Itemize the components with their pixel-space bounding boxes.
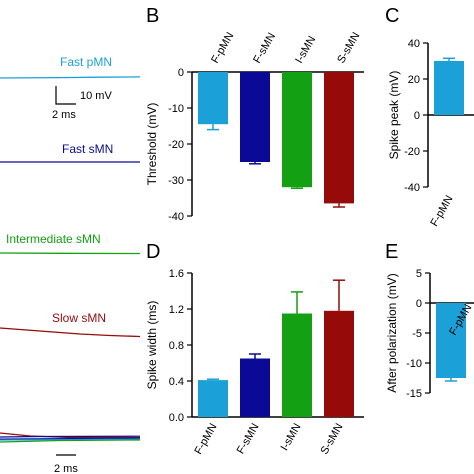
bar-i-smn — [282, 72, 312, 188]
category-label: I-sMN — [279, 421, 304, 452]
y-tick-label: 0 — [178, 67, 184, 79]
bar-f-pmn — [198, 72, 228, 125]
category-label: F-sMN — [251, 31, 278, 66]
scale-bar-top — [55, 86, 76, 105]
trace-label-fast-smn: Fast sMN — [62, 142, 113, 156]
trace-intermediate-smn — [0, 252, 141, 255]
spike-peak-chart: 40 20 0 -20 -40 Spike peak (mV) F-pMN — [387, 38, 474, 229]
y-tick-label: -15 — [406, 388, 422, 400]
category-label: F-sMN — [235, 421, 262, 456]
y-tick-label: 40 — [408, 38, 420, 50]
trace-label-intermediate-smn: Intermediate sMN — [6, 232, 101, 246]
trace-fast-pmn — [0, 76, 141, 79]
bar-f-smn — [240, 72, 270, 162]
y-tick-label: -40 — [168, 211, 184, 223]
category-label: F-pMN — [209, 30, 236, 65]
y-axis-title: Spike width (ms) — [145, 301, 159, 390]
bar-f-pmn — [434, 61, 464, 115]
panel-letter-d: D — [146, 241, 160, 263]
category-label: F-pMN — [192, 421, 219, 456]
category-label: S-sMN — [335, 30, 362, 65]
y-tick-label: -10 — [406, 358, 422, 370]
threshold-chart: 0 -10 -20 -30 -40 Threshold (mV) F-pMN F-sMN I-s… — [145, 30, 364, 223]
scale-bar-time-label-bottom: 2 ms — [54, 463, 78, 474]
bar-f-pmn — [198, 380, 228, 417]
bar-s-smn — [324, 310, 354, 417]
spike-width-chart: 0.0 0.4 0.8 1.2 1.6 Spike width (ms) F-pMN F-sM… — [145, 268, 364, 457]
y-tick-label: 20 — [408, 74, 420, 86]
bar-s-smn — [324, 72, 354, 204]
bar-i-smn — [282, 313, 312, 417]
y-tick-label: 0.0 — [169, 412, 184, 424]
category-label: F-pMN — [428, 193, 455, 228]
y-tick-label: 0 — [414, 110, 420, 122]
y-tick-label: 1.2 — [169, 304, 184, 316]
y-tick-label: 0.4 — [169, 376, 184, 388]
panel-letter-e: E — [385, 241, 398, 263]
y-tick-label: -40 — [404, 182, 420, 194]
y-tick-label: -20 — [404, 146, 420, 158]
y-tick-label: -30 — [168, 175, 184, 187]
bar-f-smn — [240, 358, 270, 417]
overlay-traces — [0, 432, 141, 443]
trace-label-slow-smn: Slow sMN — [52, 311, 106, 325]
category-label: S-sMN — [318, 421, 345, 456]
traces-panel: Fast pMN 10 mV 2 ms Fast sMN Intermediat… — [0, 55, 141, 474]
y-axis-title: Spike peak (mV) — [387, 71, 401, 160]
panel-letter-b: B — [146, 5, 159, 27]
y-tick-label: -5 — [412, 328, 422, 340]
trace-slow-smn — [0, 327, 141, 338]
bar-f-pmn — [436, 303, 466, 378]
y-axis-title: After polarization (mV) — [385, 273, 399, 392]
y-axis-title: Threshold (mV) — [145, 103, 159, 186]
category-label: I-sMN — [293, 34, 318, 65]
trace-label-fast-pmn: Fast pMN — [60, 55, 112, 69]
y-tick-label: 1.6 — [169, 268, 184, 280]
scale-bar-time-label-top: 2 ms — [52, 109, 76, 121]
panel-letter-c: C — [385, 5, 399, 27]
y-tick-label: 0 — [416, 298, 422, 310]
y-tick-label: 0.8 — [169, 340, 184, 352]
y-tick-label: 5 — [416, 268, 422, 280]
y-tick-label: -20 — [168, 139, 184, 151]
scale-bar-voltage-label: 10 mV — [80, 90, 112, 102]
y-tick-label: -10 — [168, 103, 184, 115]
